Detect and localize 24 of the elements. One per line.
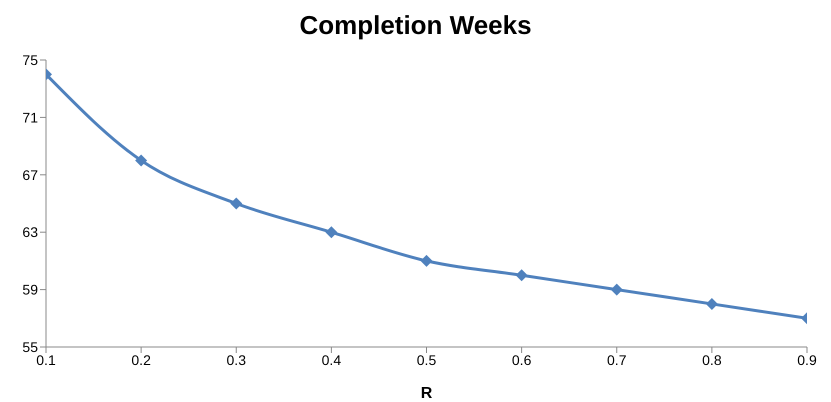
y-tick-label: 63 — [22, 224, 38, 240]
point — [230, 198, 242, 210]
y-tick-label: 59 — [22, 282, 38, 298]
chart-title: Completion Weeks — [298, 9, 533, 42]
y-tick-label: 55 — [22, 338, 38, 355]
y-tick-label: 75 — [22, 52, 38, 68]
x-tick-label: 0.6 — [512, 352, 532, 368]
x-tick-label: 0.1 — [36, 352, 56, 368]
point — [135, 154, 148, 166]
x-tick-label: 0.4 — [322, 352, 342, 368]
point — [420, 254, 432, 267]
x-tick-label: 0.7 — [607, 352, 627, 368]
point — [610, 284, 623, 296]
x-tick-label: 0.2 — [131, 352, 152, 368]
x-tick-label: 0.3 — [226, 352, 246, 368]
y-tick-label: 71 — [22, 109, 38, 126]
x-tick-label: 0.8 — [702, 352, 722, 368]
point — [706, 298, 718, 310]
point — [325, 226, 338, 238]
x-tick-label: 0.9 — [797, 352, 817, 368]
x-axis-title: R — [420, 385, 433, 402]
x-tick-label: 0.5 — [416, 352, 436, 368]
y-tick-label: 67 — [22, 166, 38, 183]
point — [516, 269, 528, 282]
